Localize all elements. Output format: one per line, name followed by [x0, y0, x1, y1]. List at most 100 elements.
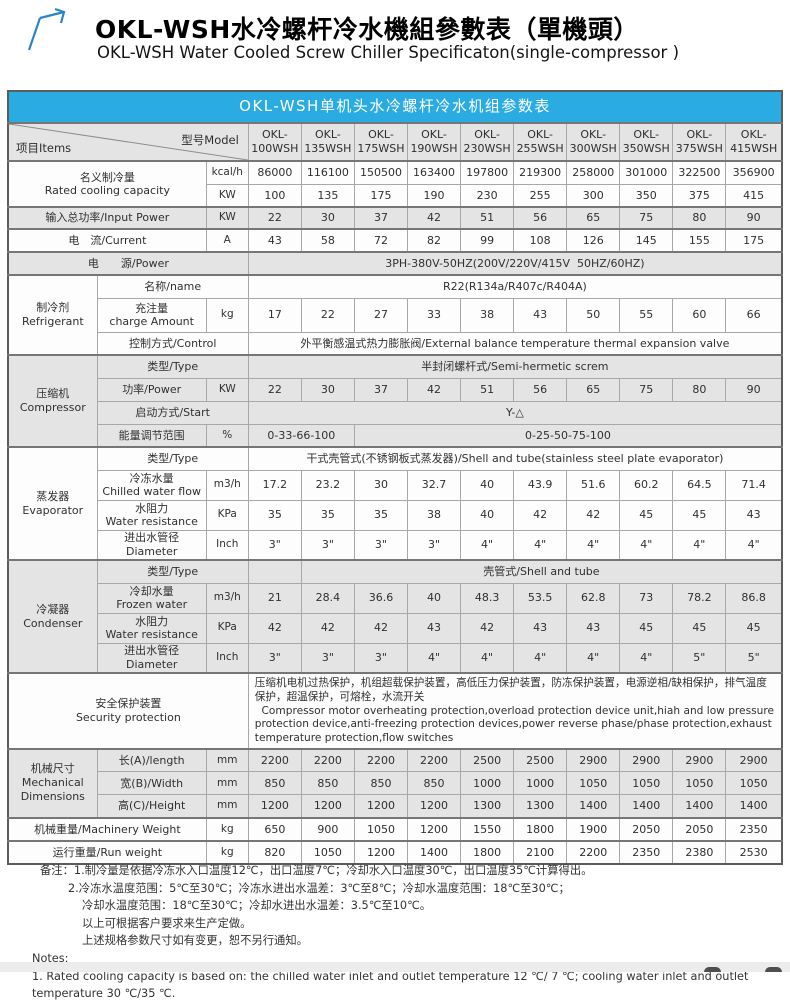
data-cell: 73 — [619, 582, 674, 614]
data-cell: 51 — [460, 377, 515, 402]
group-label-cell: 制冷剂 Refrigerant — [7, 274, 98, 356]
data-cell: 900 — [300, 816, 355, 842]
data-cell: 90 — [725, 206, 783, 230]
group-label-cell: 冷凝器 Condenser — [7, 559, 98, 674]
row-label-cell: 水阻力 Water resistance — [96, 612, 207, 644]
data-cell: 650 — [247, 816, 302, 842]
data-cell: 21 — [247, 582, 302, 614]
data-cell: 75 — [619, 206, 674, 230]
data-cell: 1200 — [247, 794, 302, 819]
data-cell: 2500 — [460, 747, 515, 773]
row-label-cell: 进出水管径 Diameter — [96, 529, 207, 561]
notes-en-label: Notes: — [32, 951, 69, 965]
data-cell: 3" — [406, 529, 462, 561]
data-cell: 56 — [513, 206, 568, 230]
unit-cell: kg — [205, 816, 249, 842]
value-span-cell: 0-33-66-100 — [247, 423, 355, 448]
data-cell: 126 — [566, 228, 621, 253]
unit-cell: kg — [205, 297, 249, 333]
unit-cell: KW — [205, 377, 249, 402]
row-label-cell: 冷冻水量 Chilled water flow — [96, 469, 207, 501]
data-cell: 3" — [247, 529, 302, 561]
data-cell: 850 — [247, 771, 302, 796]
data-cell: 2050 — [619, 816, 674, 842]
data-cell: 33 — [406, 297, 462, 333]
data-cell: 42 — [406, 206, 462, 230]
model-header-cell: OKL- 230WSH — [460, 122, 515, 162]
data-cell: 2900 — [619, 747, 674, 773]
data-cell: 78.2 — [672, 582, 727, 614]
data-cell: 1300 — [460, 794, 515, 819]
data-cell: 45 — [725, 612, 783, 644]
note-line-en: 1. Rated cooling capacity is based on: t… — [32, 969, 749, 1001]
data-cell: 42 — [566, 499, 621, 531]
data-cell: 3" — [353, 642, 408, 674]
data-cell: 42 — [513, 499, 568, 531]
unit-cell: mm — [205, 771, 249, 796]
data-cell: 1050 — [300, 839, 355, 865]
data-cell: 163400 — [406, 160, 462, 185]
model-header-cell: OKL- 255WSH — [513, 122, 568, 162]
data-cell: 2200 — [300, 747, 355, 773]
data-cell: 1400 — [672, 794, 727, 819]
model-header-cell: OKL- 300WSH — [566, 122, 621, 162]
row-label-cell: 控制方式/Control — [96, 331, 249, 356]
row-label-cell: 水阻力 Water resistance — [96, 499, 207, 531]
unit-cell: KPa — [205, 612, 249, 644]
data-cell: 42 — [247, 612, 302, 644]
data-cell: 48.3 — [460, 582, 515, 614]
data-cell: 2900 — [566, 747, 621, 773]
data-cell: 5" — [672, 642, 727, 674]
unit-cell: Inch — [205, 642, 249, 674]
table-title: OKL-WSH单机头水冷螺杆冷水机组参数表 — [7, 90, 783, 124]
row-label-cell: 进出水管径 Diameter — [96, 642, 207, 674]
data-cell: 86.8 — [725, 582, 783, 614]
model-header-cell: OKL- 135WSH — [300, 122, 355, 162]
data-cell: 27 — [353, 297, 408, 333]
data-cell: 135 — [300, 183, 355, 208]
data-cell: 3" — [300, 642, 355, 674]
data-cell: 62.8 — [566, 582, 621, 614]
data-cell: 40 — [406, 582, 462, 614]
group-label-cell: 机械尺寸 Mechanical Dimensions — [7, 747, 98, 819]
row-label-cell: 安全保护装置 Security protection — [7, 672, 249, 750]
row-label-cell: 运行重量/Run weight — [7, 839, 207, 865]
notes-section: 备注：1.制冷量是依据冷冻水入口温度12℃，出口温度7℃；冷却水入口温度30℃，… — [32, 862, 784, 1003]
data-cell: 32.7 — [406, 469, 462, 501]
data-cell: 4" — [513, 642, 568, 674]
cropped-footer-mark — [765, 967, 782, 972]
data-cell: 80 — [672, 206, 727, 230]
data-cell: 155 — [672, 228, 727, 253]
data-cell: 30 — [353, 469, 408, 501]
row-label-cell: 充注量 charge Amount — [96, 297, 207, 333]
data-cell: 43 — [725, 499, 783, 531]
data-cell: 258000 — [566, 160, 621, 185]
data-cell: 35 — [300, 499, 355, 531]
data-cell: 350 — [619, 183, 674, 208]
data-cell: 301000 — [619, 160, 674, 185]
data-cell: 80 — [672, 377, 727, 402]
data-cell: 42 — [300, 612, 355, 644]
row-label-cell: 功率/Power — [96, 377, 207, 402]
row-label-cell: 名义制冷量 Rated cooling capacity — [7, 160, 207, 208]
data-cell: 42 — [406, 377, 462, 402]
data-cell: 58 — [300, 228, 355, 253]
data-cell: 2200 — [353, 747, 408, 773]
diagonal-divider-line — [9, 124, 248, 160]
data-cell: 71.4 — [725, 469, 783, 501]
data-cell: 230 — [460, 183, 515, 208]
row-label-cell: 类型/Type — [96, 559, 249, 584]
data-cell: 356900 — [725, 160, 783, 185]
data-cell: 43 — [513, 612, 568, 644]
unit-cell: m3/h — [205, 582, 249, 614]
data-cell: 1050 — [619, 771, 674, 796]
data-cell: 1200 — [300, 794, 355, 819]
data-cell: 2900 — [725, 747, 783, 773]
row-label-cell: 能量调节范围 — [96, 423, 207, 448]
data-cell: 1400 — [725, 794, 783, 819]
value-span-cell: R22(R134a/R407c/R404A) — [247, 274, 783, 299]
value-span-cell: Y-△ — [247, 400, 783, 425]
data-cell: 5" — [725, 642, 783, 674]
data-cell: 1050 — [672, 771, 727, 796]
data-cell: 4" — [672, 529, 727, 561]
